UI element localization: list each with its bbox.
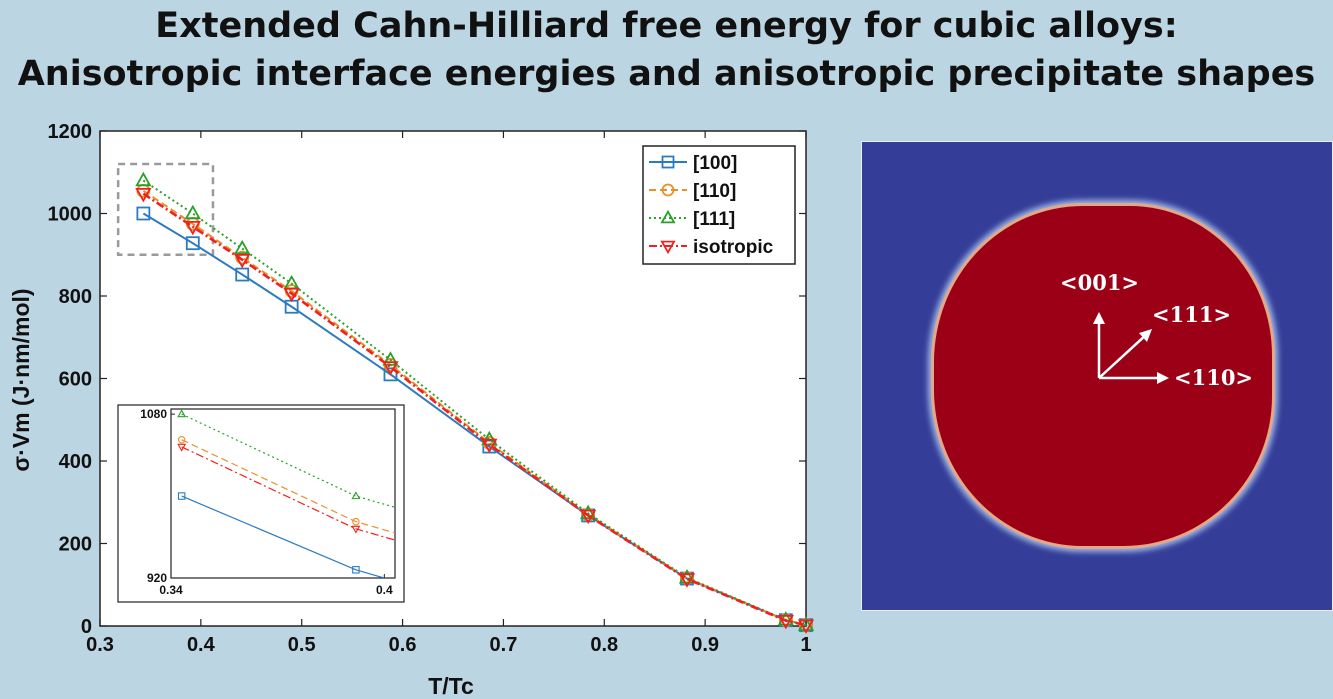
legend-box bbox=[642, 145, 796, 265]
x-tick-label: 0.6 bbox=[389, 634, 417, 656]
direction-label-001: <001> bbox=[1060, 270, 1140, 295]
data-point-111 bbox=[184, 204, 201, 220]
data-point-isotropic bbox=[797, 619, 815, 634]
data-point-100 bbox=[136, 206, 151, 221]
inset-x-tick-label: 0.34 bbox=[159, 583, 183, 597]
inset-y-tick-label: 1080 bbox=[140, 407, 167, 421]
inset-point-isotropic bbox=[351, 525, 361, 534]
x-tick-label: 0.4 bbox=[187, 634, 216, 656]
data-point-111 bbox=[135, 171, 152, 187]
precipitate-simulation-image: <001> <111> <110> bbox=[861, 141, 1333, 611]
inset-y-tick-label: 920 bbox=[147, 571, 167, 585]
legend-marker-100 bbox=[661, 155, 675, 169]
data-point-100 bbox=[383, 367, 398, 382]
data-point-isotropic bbox=[678, 573, 696, 588]
inset-x-tick-label: 0.4 bbox=[376, 583, 393, 597]
arrowhead-111 bbox=[1139, 329, 1152, 342]
inset-point-110 bbox=[177, 435, 186, 444]
y-axis-label: σ·Vm (J·nm/mol) bbox=[8, 288, 34, 471]
legend-label-110: [110] bbox=[693, 181, 736, 202]
data-point-isotropic bbox=[135, 187, 152, 203]
inset-line-110 bbox=[181, 439, 395, 534]
inset-point-isotropic bbox=[177, 443, 187, 452]
direction-label-111: <111> bbox=[1152, 302, 1232, 327]
x-tick-label: 0.3 bbox=[86, 634, 114, 656]
legend-marker-110 bbox=[661, 183, 675, 197]
x-tick-label: 0.7 bbox=[490, 634, 518, 656]
inset-point-100 bbox=[352, 566, 360, 574]
y-tick-label: 1000 bbox=[48, 204, 93, 226]
arrow-111 bbox=[1098, 333, 1148, 379]
data-point-isotropic bbox=[481, 438, 498, 454]
data-point-111 bbox=[234, 239, 251, 255]
legend-marker-111 bbox=[660, 209, 676, 224]
data-point-isotropic bbox=[382, 361, 399, 376]
legend-label-100: [100] bbox=[693, 153, 737, 174]
direction-label-110: <110> bbox=[1174, 365, 1254, 390]
main-plot: 0.3 0.4 0.5 0.6 0.7 0.8 0.9 1 0 200 400 600 800 1000 1… bbox=[48, 121, 815, 656]
x-axis-label: T/Tc bbox=[428, 673, 474, 699]
inset-point-100 bbox=[177, 492, 186, 500]
inset-point-110 bbox=[352, 517, 360, 526]
x-tick-label: 0.8 bbox=[590, 634, 618, 656]
y-tick-label: 400 bbox=[59, 451, 92, 473]
crystal-direction-arrows bbox=[1093, 312, 1169, 384]
arrowhead-001 bbox=[1093, 312, 1105, 324]
legend-label-isotropic: isotropic bbox=[693, 237, 774, 258]
inset-plot-area bbox=[170, 408, 396, 579]
x-tick-label: 0.9 bbox=[691, 634, 719, 656]
data-point-100 bbox=[185, 236, 200, 251]
inset-line-isotropic bbox=[181, 446, 395, 541]
data-point-100 bbox=[235, 267, 250, 282]
inset-series-group bbox=[177, 409, 395, 578]
inset-point-111 bbox=[177, 409, 187, 418]
data-point-isotropic bbox=[234, 253, 251, 269]
data-point-100 bbox=[284, 299, 299, 314]
data-point-isotropic bbox=[283, 287, 300, 303]
inset-line-100 bbox=[181, 495, 387, 578]
x-tick-label: 1 bbox=[800, 634, 811, 656]
series-line-isotropic bbox=[142, 192, 807, 627]
title-line-2: Anisotropic interface energies and aniso… bbox=[17, 54, 1316, 94]
title-line-1: Extended Cahn-Hilliard free energy for c… bbox=[155, 6, 1178, 46]
interface-energy-chart: 0.3 0.4 0.5 0.6 0.7 0.8 0.9 1 0 200 400 600 800 1000 1… bbox=[8, 121, 815, 699]
x-tick-label: 0.5 bbox=[288, 634, 316, 656]
y-tick-label: 800 bbox=[59, 286, 92, 308]
legend-marker-isotropic bbox=[660, 240, 676, 255]
y-tick-label: 0 bbox=[81, 616, 92, 638]
data-point-isotropic bbox=[184, 220, 201, 236]
inset-point-111 bbox=[351, 491, 361, 500]
zoom-region-box bbox=[116, 162, 215, 256]
legend-label-111: [111] bbox=[693, 209, 735, 230]
y-tick-label: 1200 bbox=[48, 121, 93, 143]
data-point-111 bbox=[382, 351, 399, 366]
data-point-isotropic bbox=[777, 614, 794, 630]
y-tick-label: 600 bbox=[59, 369, 92, 391]
y-tick-label: 200 bbox=[59, 534, 92, 556]
arrowhead-110 bbox=[1157, 372, 1169, 384]
data-point-isotropic bbox=[580, 509, 597, 525]
